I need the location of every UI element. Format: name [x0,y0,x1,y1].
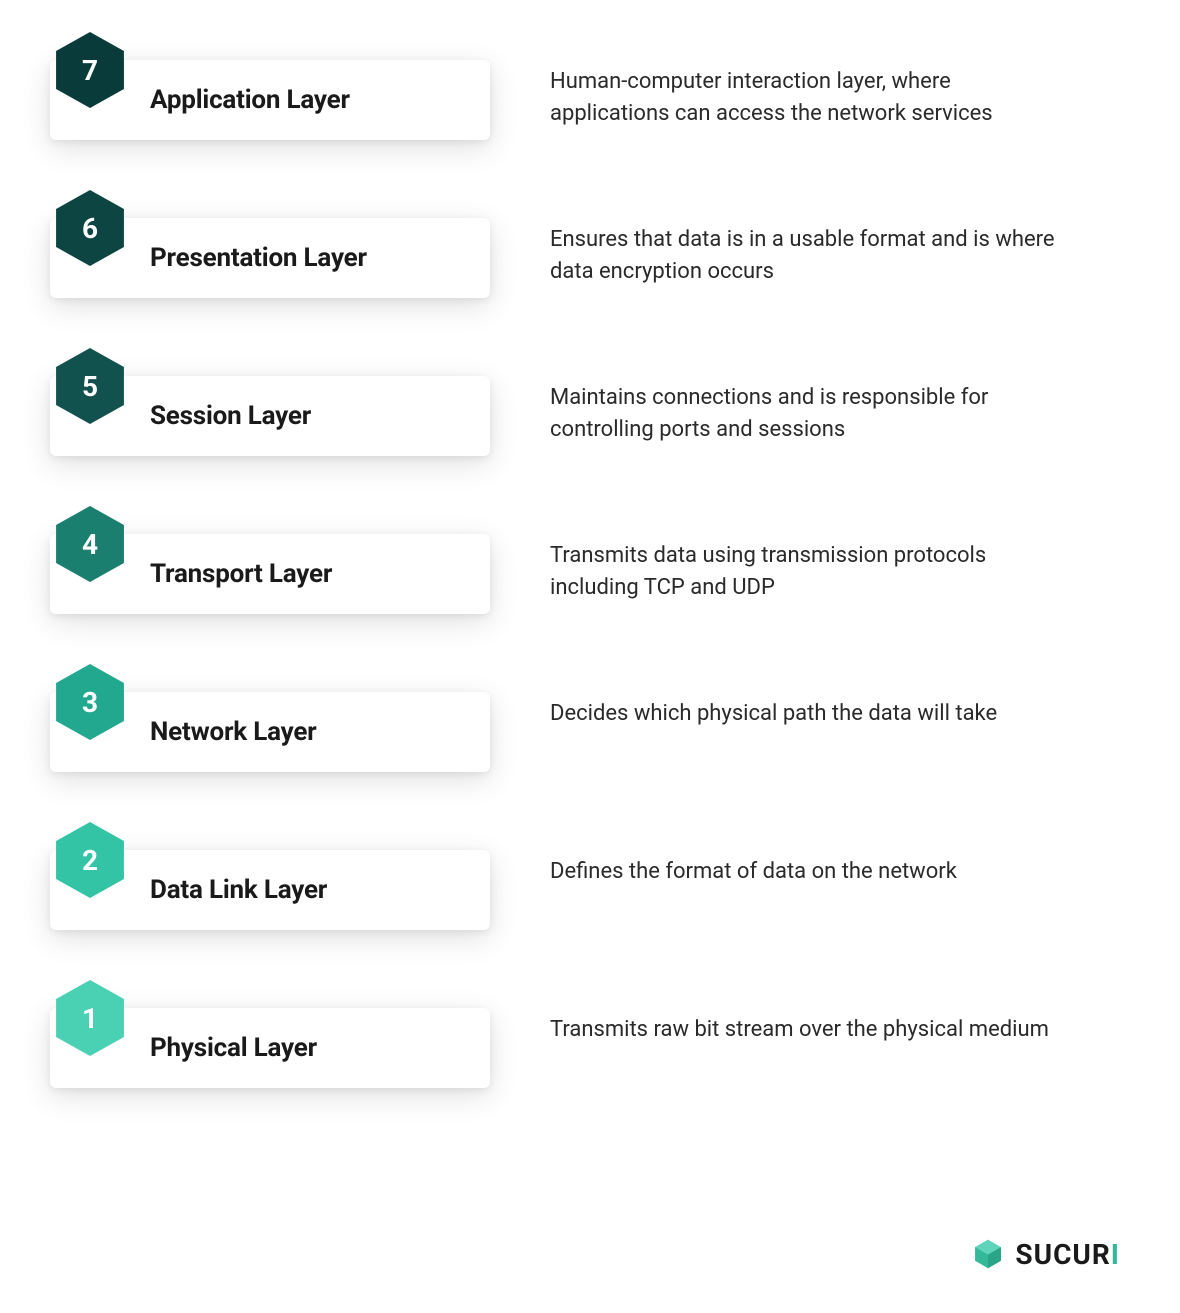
layer-description: Transmits data using transmission protoc… [550,534,1070,604]
layer-number-hexagon: 4 [56,506,124,582]
layer-row: 2Data Link Layer Defines the format of da… [50,850,1130,930]
layer-number: 6 [82,212,98,245]
layer-number-hexagon: 7 [56,32,124,108]
layer-description: Ensures that data is in a usable format … [550,218,1070,288]
layer-card-wrap: 7Application Layer [50,60,490,140]
layer-title: Data Link Layer [150,875,327,905]
layer-number-hexagon: 2 [56,822,124,898]
layer-number-hexagon: 6 [56,190,124,266]
layer-title: Presentation Layer [150,243,367,273]
brand-mark-icon [971,1237,1005,1271]
layer-title: Session Layer [150,401,311,431]
layer-card-wrap: 3Network Layer [50,692,490,772]
layer-description: Maintains connections and is responsible… [550,376,1070,446]
layer-title: Transport Layer [150,559,332,589]
layer-number: 7 [82,54,98,87]
layer-description: Decides which physical path the data wil… [550,692,1070,730]
layer-row: 5Session Layer Maintains connections and … [50,376,1130,456]
layer-description: Human-computer interaction layer, where … [550,60,1070,130]
layer-title: Network Layer [150,717,317,747]
layer-row: 6Presentation Layer Ensures that data is … [50,218,1130,298]
layer-number: 2 [82,844,98,877]
layer-number-hexagon: 5 [56,348,124,424]
layer-number: 5 [82,370,98,403]
layer-number: 3 [82,686,98,719]
layer-row: 7Application Layer Human-computer interac… [50,60,1130,140]
layer-number: 1 [82,1002,98,1035]
layer-card-wrap: 1Physical Layer [50,1008,490,1088]
layer-card-wrap: 4Transport Layer [50,534,490,614]
layer-row: 1Physical Layer Transmits raw bit stream … [50,1008,1130,1088]
layer-title: Physical Layer [150,1033,317,1063]
layer-description: Transmits raw bit stream over the physic… [550,1008,1070,1046]
brand-logo: SUCURI [971,1237,1120,1271]
layer-card-wrap: 6Presentation Layer [50,218,490,298]
layer-card-wrap: 5Session Layer [50,376,490,456]
layer-number-hexagon: 1 [56,980,124,1056]
brand-name: SUCURI [1015,1238,1120,1271]
osi-layers-list: 7Application Layer Human-computer interac… [50,60,1130,1088]
layer-description: Defines the format of data on the networ… [550,850,1070,888]
layer-row: 3Network Layer Decides which physical pat… [50,692,1130,772]
layer-number: 4 [82,528,98,561]
layer-row: 4Transport Layer Transmits data using tra… [50,534,1130,614]
layer-title: Application Layer [150,85,350,115]
layer-card-wrap: 2Data Link Layer [50,850,490,930]
layer-number-hexagon: 3 [56,664,124,740]
